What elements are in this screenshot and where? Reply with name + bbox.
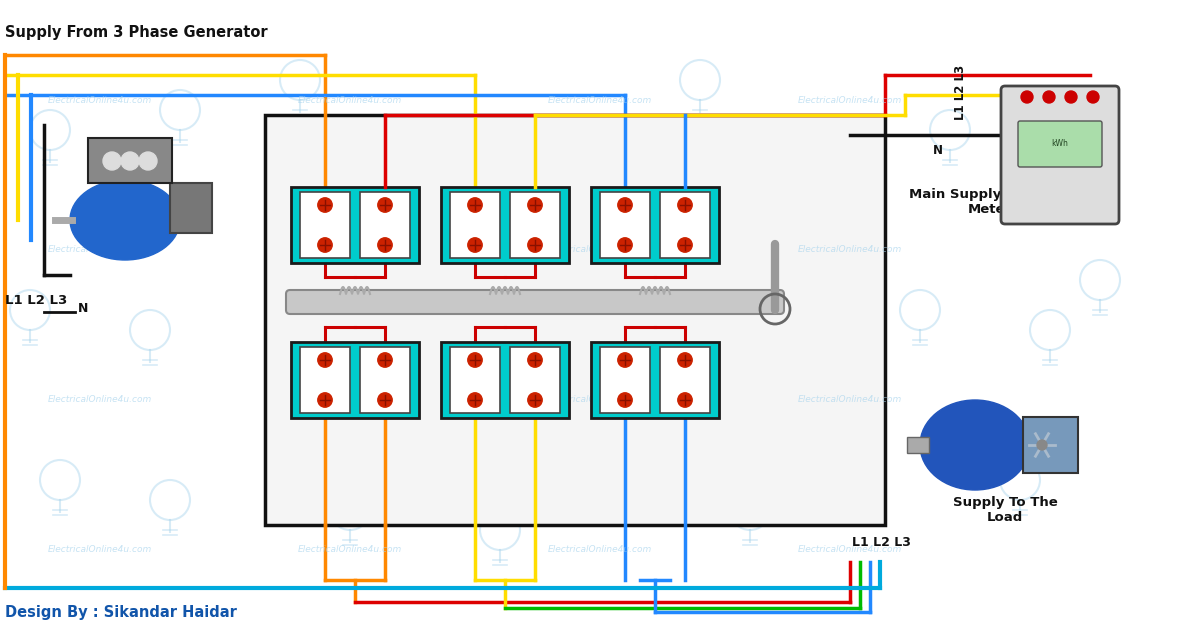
Circle shape xyxy=(678,238,692,252)
Text: ElectricalOnline4u.com: ElectricalOnline4u.com xyxy=(298,246,402,255)
Circle shape xyxy=(678,198,692,212)
Circle shape xyxy=(618,392,632,407)
Circle shape xyxy=(528,392,542,407)
Ellipse shape xyxy=(70,180,180,260)
Circle shape xyxy=(528,353,542,367)
FancyBboxPatch shape xyxy=(286,290,784,314)
FancyBboxPatch shape xyxy=(442,187,569,263)
Circle shape xyxy=(318,392,332,407)
FancyBboxPatch shape xyxy=(600,192,650,258)
Circle shape xyxy=(468,198,482,212)
FancyBboxPatch shape xyxy=(1022,417,1078,473)
Circle shape xyxy=(528,238,542,252)
Circle shape xyxy=(318,353,332,367)
Text: N: N xyxy=(78,302,89,314)
FancyBboxPatch shape xyxy=(907,437,929,453)
Circle shape xyxy=(618,238,632,252)
Circle shape xyxy=(1087,91,1099,103)
FancyBboxPatch shape xyxy=(290,342,419,418)
Ellipse shape xyxy=(920,400,1030,490)
Text: Supply From 3 Phase Generator: Supply From 3 Phase Generator xyxy=(5,25,268,40)
Circle shape xyxy=(318,238,332,252)
FancyBboxPatch shape xyxy=(1018,121,1102,167)
FancyBboxPatch shape xyxy=(510,347,560,413)
Text: ElectricalOnline4u.com: ElectricalOnline4u.com xyxy=(798,246,902,255)
Circle shape xyxy=(468,238,482,252)
Circle shape xyxy=(139,152,157,170)
Text: ElectricalOnline4u.com: ElectricalOnline4u.com xyxy=(798,396,902,404)
FancyBboxPatch shape xyxy=(450,347,500,413)
Circle shape xyxy=(378,238,392,252)
FancyBboxPatch shape xyxy=(360,347,410,413)
FancyBboxPatch shape xyxy=(450,192,500,258)
Text: kWh: kWh xyxy=(1051,139,1068,149)
Text: L1 L2 L3: L1 L2 L3 xyxy=(954,64,966,120)
Circle shape xyxy=(678,392,692,407)
Text: L1 L2 L3: L1 L2 L3 xyxy=(852,536,911,549)
Text: Supply To The
Load: Supply To The Load xyxy=(953,496,1057,524)
Circle shape xyxy=(618,198,632,212)
Circle shape xyxy=(1037,440,1046,450)
Circle shape xyxy=(378,392,392,407)
FancyBboxPatch shape xyxy=(600,347,650,413)
Text: L1 L2 L3: L1 L2 L3 xyxy=(5,294,67,307)
FancyBboxPatch shape xyxy=(510,192,560,258)
Text: ElectricalOnline4u.com: ElectricalOnline4u.com xyxy=(548,246,652,255)
Text: ElectricalOnline4u.com: ElectricalOnline4u.com xyxy=(548,396,652,404)
Text: ElectricalOnline4u.com: ElectricalOnline4u.com xyxy=(548,96,652,105)
Text: ElectricalOnline4u.com: ElectricalOnline4u.com xyxy=(798,96,902,105)
Text: ElectricalOnline4u.com: ElectricalOnline4u.com xyxy=(48,396,152,404)
FancyBboxPatch shape xyxy=(442,342,569,418)
FancyBboxPatch shape xyxy=(660,347,710,413)
Text: Design By : Sikandar Haidar: Design By : Sikandar Haidar xyxy=(5,605,236,619)
Text: ElectricalOnline4u.com: ElectricalOnline4u.com xyxy=(48,546,152,554)
Circle shape xyxy=(618,353,632,367)
Text: ElectricalOnline4u.com: ElectricalOnline4u.com xyxy=(548,546,652,554)
Text: ElectricalOnline4u.com: ElectricalOnline4u.com xyxy=(48,246,152,255)
Text: ElectricalOnline4u.com: ElectricalOnline4u.com xyxy=(298,396,402,404)
FancyBboxPatch shape xyxy=(300,192,350,258)
Text: ElectricalOnline4u.com: ElectricalOnline4u.com xyxy=(798,546,902,554)
Text: Main Supply From EM
Meter: Main Supply From EM Meter xyxy=(910,188,1070,216)
Circle shape xyxy=(318,198,332,212)
FancyBboxPatch shape xyxy=(592,342,719,418)
Circle shape xyxy=(1021,91,1033,103)
Circle shape xyxy=(103,152,121,170)
Text: ElectricalOnline4u.com: ElectricalOnline4u.com xyxy=(48,96,152,105)
Circle shape xyxy=(528,198,542,212)
FancyBboxPatch shape xyxy=(1001,86,1120,224)
FancyBboxPatch shape xyxy=(88,138,172,183)
FancyBboxPatch shape xyxy=(290,187,419,263)
Text: N: N xyxy=(934,144,943,156)
FancyBboxPatch shape xyxy=(660,192,710,258)
Circle shape xyxy=(378,198,392,212)
Text: ElectricalOnline4u.com: ElectricalOnline4u.com xyxy=(298,546,402,554)
FancyBboxPatch shape xyxy=(300,347,350,413)
Circle shape xyxy=(468,392,482,407)
FancyBboxPatch shape xyxy=(170,183,212,233)
Text: ElectricalOnline4u.com: ElectricalOnline4u.com xyxy=(298,96,402,105)
Circle shape xyxy=(378,353,392,367)
Circle shape xyxy=(468,353,482,367)
FancyBboxPatch shape xyxy=(265,115,886,525)
FancyBboxPatch shape xyxy=(592,187,719,263)
Circle shape xyxy=(678,353,692,367)
Circle shape xyxy=(1066,91,1078,103)
Circle shape xyxy=(1043,91,1055,103)
Circle shape xyxy=(121,152,139,170)
FancyBboxPatch shape xyxy=(360,192,410,258)
